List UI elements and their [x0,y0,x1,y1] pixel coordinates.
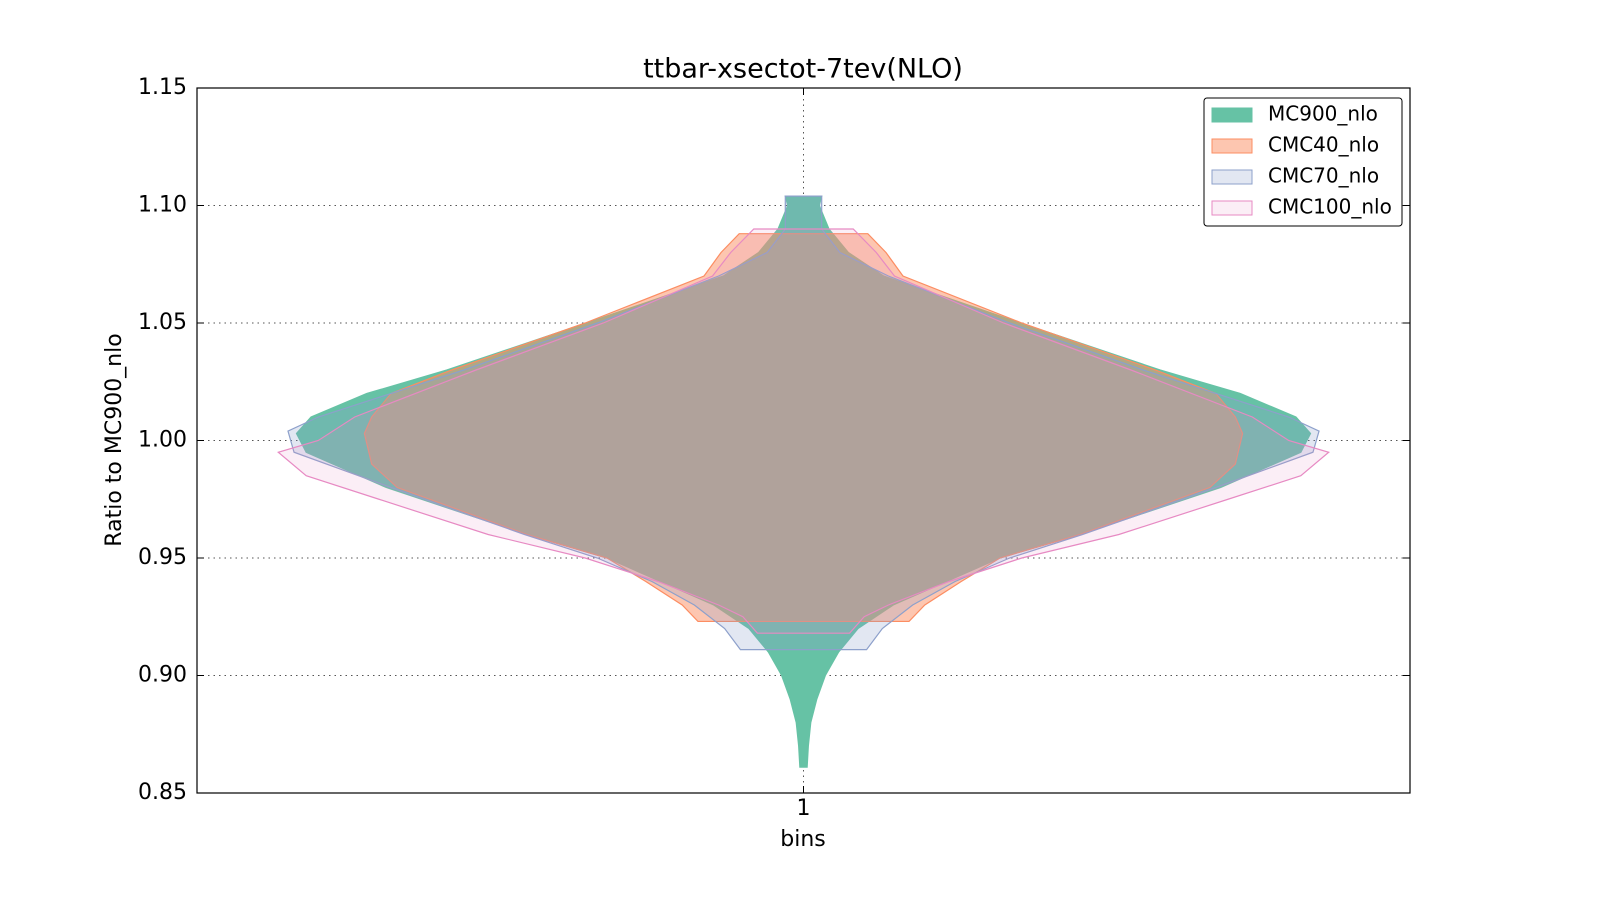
tick-layer: 0.85 0.90 0.95 1.00 1.05 1.10 1.15 1 [138,75,1410,821]
y-tick-label: 1.05 [138,310,187,335]
y-tick-label: 0.95 [138,545,187,570]
legend-swatch [1211,200,1253,216]
legend-swatch [1211,169,1253,185]
violin-right [803,233,1244,623]
violin-left [363,233,804,623]
legend-box [1203,97,1403,227]
y-tick-label: 1.10 [138,193,187,218]
legend-swatch [1211,138,1253,154]
legend-label: MC900_nlo [1268,102,1378,126]
y-tick-label: 0.90 [138,663,187,688]
violin-right [803,228,1330,634]
legend-swatch [1211,107,1253,123]
violin-left [277,228,804,634]
violin-right [803,195,1320,651]
violin-layer [277,195,1330,768]
y-axis-label: Ratio to MC900_nlo [102,333,127,546]
y-tick-label: 1.00 [138,428,187,453]
y-tick-label: 0.85 [138,780,187,805]
legend: MC900_nlo CMC40_nlo CMC70_nlo CMC100_nlo [1203,97,1403,227]
legend-label: CMC70_nlo [1268,164,1379,188]
x-axis-label: bins [780,827,825,852]
x-tick-label: 1 [797,796,811,821]
legend-label: CMC40_nlo [1268,133,1379,157]
violin-left [287,195,804,651]
y-tick-label: 1.15 [138,75,187,100]
legend-label: CMC100_nlo [1268,195,1392,219]
chart-title: ttbar-xsectot-7tev(NLO) [643,54,963,85]
